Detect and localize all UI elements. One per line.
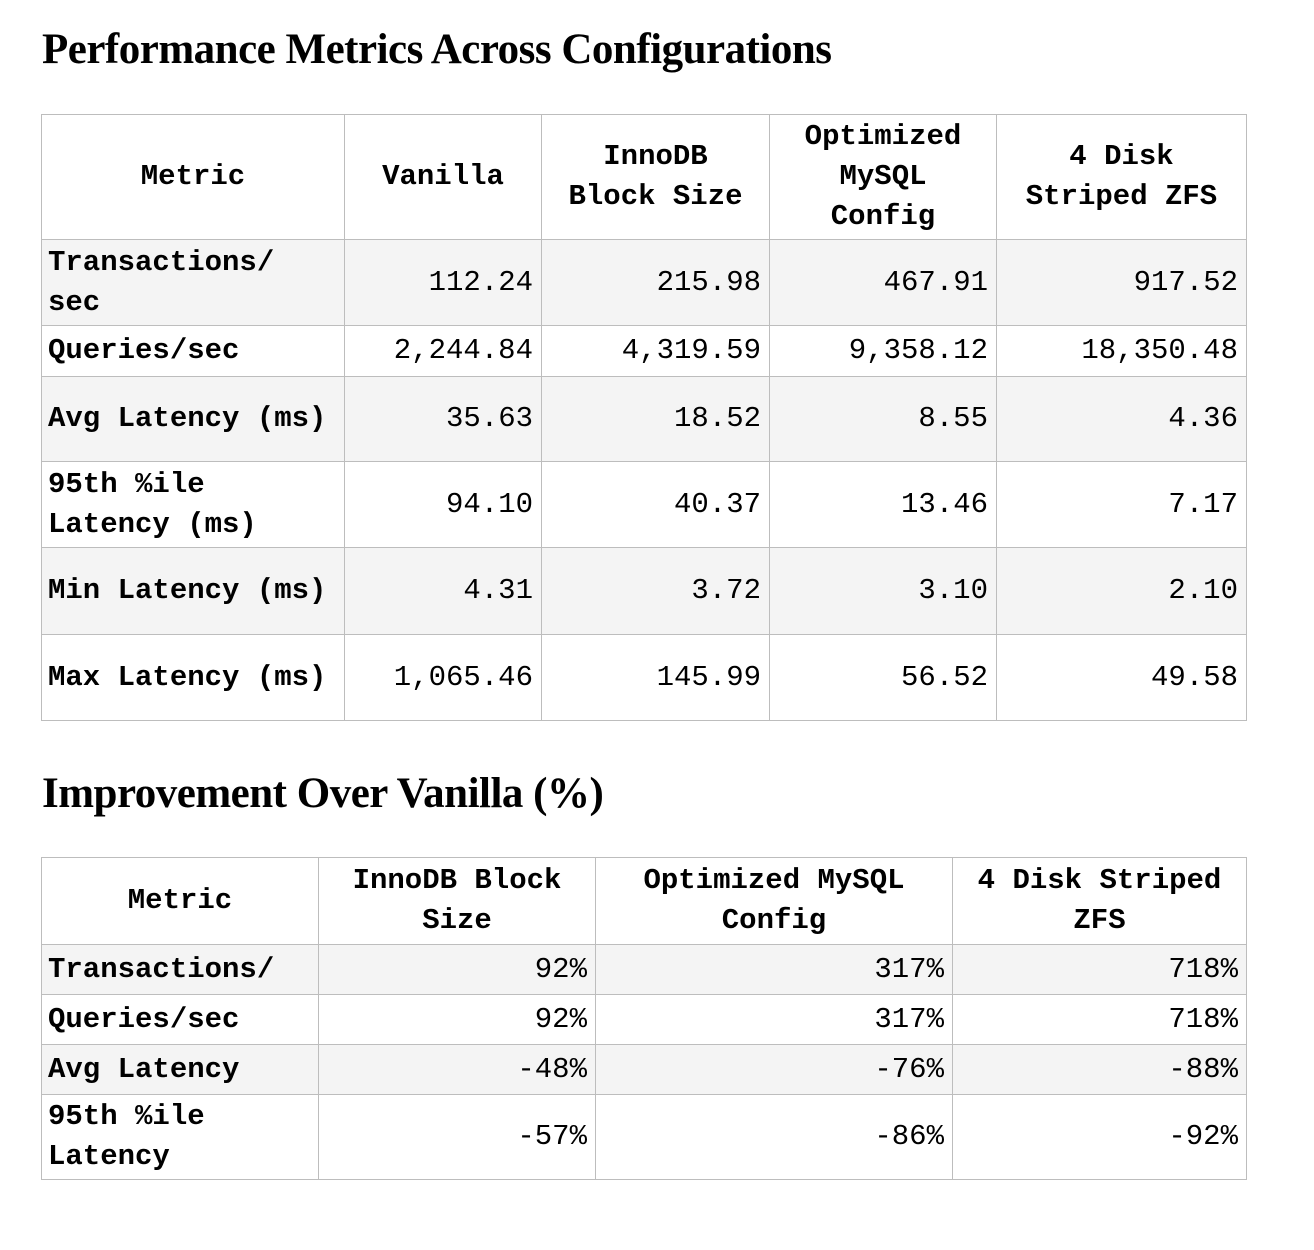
- cell-value: 56.52: [769, 634, 997, 721]
- row-label-transactions-sec: Transactions/ sec: [41, 239, 345, 326]
- column-header-metric: Metric: [41, 114, 345, 240]
- header-row: Metric InnoDB Block Size Optimized MySQL…: [41, 857, 1247, 945]
- cell-value: -57%: [318, 1094, 596, 1180]
- cell-value: 4.31: [344, 547, 542, 635]
- header-row: Metric Vanilla InnoDB Block Size Optimiz…: [41, 114, 1247, 240]
- row-label-95th-percentile-latency: 95th %ile Latency: [41, 1094, 319, 1180]
- cell-value: 94.10: [344, 461, 542, 548]
- table-row: Max Latency (ms) 1,065.46 145.99 56.52 4…: [41, 634, 1247, 721]
- row-label-min-latency: Min Latency (ms): [41, 547, 345, 635]
- cell-value: 9,358.12: [769, 325, 997, 377]
- table-row: Queries/sec 2,244.84 4,319.59 9,358.12 1…: [41, 325, 1247, 377]
- improvement-over-vanilla-title: Improvement Over Vanilla (%): [42, 770, 604, 817]
- table-row: Avg Latency (ms) 35.63 18.52 8.55 4.36: [41, 376, 1247, 462]
- cell-value: 40.37: [541, 461, 770, 548]
- cell-value: -88%: [952, 1044, 1247, 1095]
- column-header-4-disk-striped-zfs: 4 Disk Striped ZFS: [952, 857, 1247, 945]
- improvement-table: Metric InnoDB Block Size Optimized MySQL…: [41, 857, 1247, 1180]
- column-header-metric: Metric: [41, 857, 319, 945]
- row-label-queries-sec: Queries/sec: [41, 994, 319, 1045]
- cell-value: 8.55: [769, 376, 997, 462]
- cell-value: 917.52: [996, 239, 1247, 326]
- row-label-transactions: Transactions/: [41, 944, 319, 995]
- row-label-avg-latency: Avg Latency (ms): [41, 376, 345, 462]
- row-label-max-latency: Max Latency (ms): [41, 634, 345, 721]
- column-header-4-disk-striped-zfs: 4 Disk Striped ZFS: [996, 114, 1247, 240]
- column-header-innodb-block-size: InnoDB Block Size: [541, 114, 770, 240]
- cell-value: 718%: [952, 944, 1247, 995]
- cell-value: 35.63: [344, 376, 542, 462]
- cell-value: 92%: [318, 944, 596, 995]
- cell-value: 7.17: [996, 461, 1247, 548]
- column-header-optimized-mysql-config: Optimized MySQL Config: [769, 114, 997, 240]
- table-row: Avg Latency -48% -76% -88%: [41, 1044, 1247, 1095]
- cell-value: 18.52: [541, 376, 770, 462]
- cell-value: 317%: [595, 944, 953, 995]
- cell-value: 718%: [952, 994, 1247, 1045]
- table-row: Transactions/ sec 112.24 215.98 467.91 9…: [41, 239, 1247, 326]
- cell-value: 317%: [595, 994, 953, 1045]
- cell-value: 13.46: [769, 461, 997, 548]
- cell-value: -86%: [595, 1094, 953, 1180]
- row-label-95th-percentile-latency: 95th %ile Latency (ms): [41, 461, 345, 548]
- performance-metrics-table: Metric Vanilla InnoDB Block Size Optimiz…: [41, 114, 1247, 721]
- cell-value: 3.10: [769, 547, 997, 635]
- cell-value: 145.99: [541, 634, 770, 721]
- cell-value: 4.36: [996, 376, 1247, 462]
- table-row: 95th %ile Latency (ms) 94.10 40.37 13.46…: [41, 461, 1247, 548]
- cell-value: 92%: [318, 994, 596, 1045]
- cell-value: 112.24: [344, 239, 542, 326]
- row-label-queries-sec: Queries/sec: [41, 325, 345, 377]
- table-row: Queries/sec 92% 317% 718%: [41, 994, 1247, 1045]
- row-label-avg-latency: Avg Latency: [41, 1044, 319, 1095]
- column-header-vanilla: Vanilla: [344, 114, 542, 240]
- cell-value: 4,319.59: [541, 325, 770, 377]
- performance-metrics-title: Performance Metrics Across Configuration…: [42, 26, 832, 73]
- cell-value: 467.91: [769, 239, 997, 326]
- cell-value: 49.58: [996, 634, 1247, 721]
- cell-value: -48%: [318, 1044, 596, 1095]
- cell-value: 215.98: [541, 239, 770, 326]
- cell-value: 2.10: [996, 547, 1247, 635]
- table-row: Transactions/ 92% 317% 718%: [41, 944, 1247, 995]
- table-row: 95th %ile Latency -57% -86% -92%: [41, 1094, 1247, 1180]
- cell-value: 3.72: [541, 547, 770, 635]
- cell-value: -92%: [952, 1094, 1247, 1180]
- column-header-optimized-mysql-config: Optimized MySQL Config: [595, 857, 953, 945]
- table-row: Min Latency (ms) 4.31 3.72 3.10 2.10: [41, 547, 1247, 635]
- cell-value: 18,350.48: [996, 325, 1247, 377]
- cell-value: -76%: [595, 1044, 953, 1095]
- cell-value: 2,244.84: [344, 325, 542, 377]
- column-header-innodb-block-size: InnoDB Block Size: [318, 857, 596, 945]
- cell-value: 1,065.46: [344, 634, 542, 721]
